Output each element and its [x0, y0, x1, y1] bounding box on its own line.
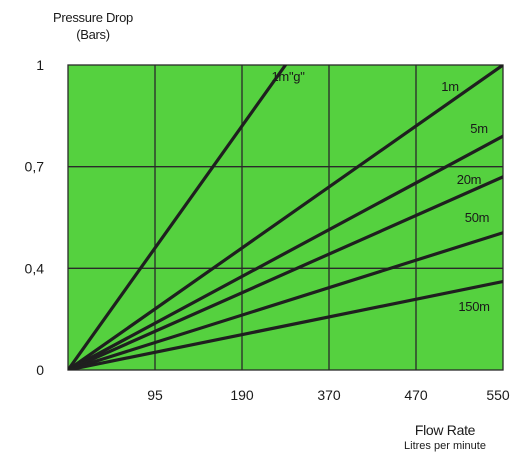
x-tick-label: 550: [486, 387, 510, 403]
series-label: 5m: [470, 121, 487, 136]
series-line: [68, 279, 503, 370]
x-axis-title: Flow Rate: [414, 422, 476, 438]
series-line: [68, 65, 288, 370]
x-axis-unit: Litres per minute: [404, 440, 486, 452]
y-tick-label: 0,4: [25, 260, 45, 276]
y-tick-label: 0,7: [25, 159, 45, 175]
x-tick-label: 190: [230, 387, 254, 403]
series-label: 20m: [457, 172, 481, 187]
series-label: 50m: [465, 210, 489, 225]
y-axis-title: Pressure Drop: [53, 10, 133, 25]
y-tick-label: 1: [36, 57, 44, 73]
series-line: [68, 65, 503, 370]
series-label: 1m"g": [271, 69, 305, 84]
series-label: 1m: [441, 79, 458, 94]
series-label: 150m: [458, 299, 489, 314]
series-line: [68, 134, 503, 370]
y-axis-unit: (Bars): [76, 27, 110, 42]
x-tick-label: 370: [317, 387, 341, 403]
y-tick-label: 0: [36, 362, 44, 378]
series-line: [68, 175, 503, 370]
x-tick-label: 470: [404, 387, 428, 403]
x-tick-label: 95: [147, 387, 163, 403]
series-line: [68, 231, 503, 370]
